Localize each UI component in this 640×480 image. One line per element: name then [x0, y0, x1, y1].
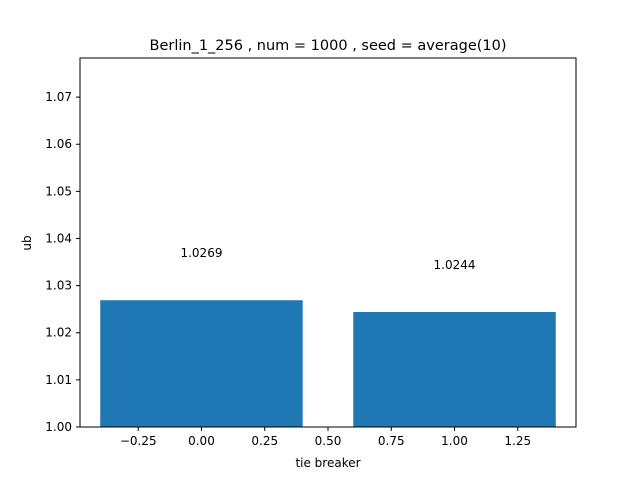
y-tick-label: 1.01 [45, 373, 72, 387]
bar-0 [100, 300, 303, 427]
x-tick-label: 1.25 [504, 434, 531, 448]
data-labels-group: 1.0269 1.0244 [180, 246, 475, 272]
y-tick-label: 1.06 [45, 137, 72, 151]
x-tick-label: 1.00 [441, 434, 468, 448]
x-tick-label: −0.25 [120, 434, 157, 448]
y-tick-label: 1.00 [45, 420, 72, 434]
bars-group [100, 300, 556, 427]
x-tick-label: 0.25 [251, 434, 278, 448]
y-axis-ticks: 1.00 1.01 1.02 1.03 1.04 1.05 1.06 1.07 [45, 90, 80, 434]
x-axis-label: tie breaker [295, 456, 360, 470]
data-label-1: 1.0244 [434, 258, 476, 272]
chart-title: Berlin_1_256 , num = 1000 , seed = avera… [150, 38, 507, 54]
x-tick-label: 0.00 [188, 434, 215, 448]
x-tick-label: 0.50 [315, 434, 342, 448]
y-axis-label: ub [20, 235, 34, 250]
y-tick-label: 1.04 [45, 231, 72, 245]
y-tick-label: 1.03 [45, 279, 72, 293]
y-tick-label: 1.05 [45, 184, 72, 198]
x-tick-label: 0.75 [378, 434, 405, 448]
plot-frame [79, 57, 577, 428]
data-label-0: 1.0269 [180, 246, 222, 260]
y-tick-label: 1.07 [45, 90, 72, 104]
x-axis-ticks: −0.25 0.00 0.25 0.50 0.75 1.00 1.25 [120, 427, 531, 448]
bar-1 [353, 312, 556, 427]
y-tick-label: 1.02 [45, 326, 72, 340]
